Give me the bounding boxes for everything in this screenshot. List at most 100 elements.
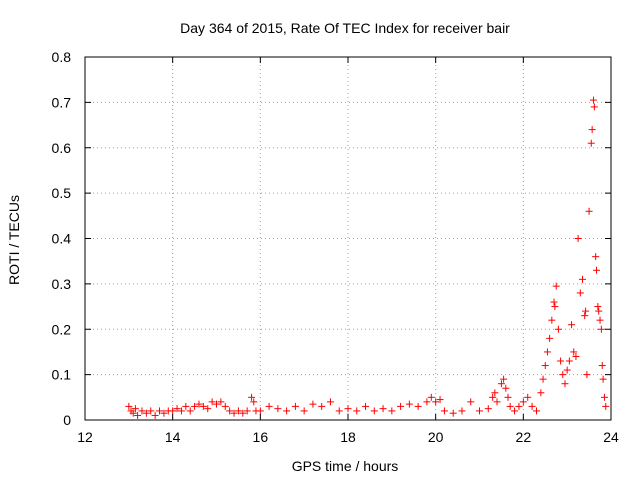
data-point xyxy=(561,380,569,388)
data-point xyxy=(565,357,573,365)
data-point xyxy=(528,402,536,410)
data-point xyxy=(592,253,600,261)
grid xyxy=(85,57,611,420)
data-point xyxy=(511,407,519,415)
chart-title: Day 364 of 2015, Rate Of TEC Index for r… xyxy=(180,20,510,36)
data-point xyxy=(256,407,264,415)
data-point xyxy=(467,398,475,406)
data-point xyxy=(594,303,602,311)
data-point xyxy=(169,407,177,415)
data-point xyxy=(326,398,334,406)
data-point xyxy=(160,409,168,417)
data-point xyxy=(568,321,576,329)
data-point xyxy=(582,307,590,315)
data-point xyxy=(440,407,448,415)
data-point xyxy=(129,409,137,417)
x-tick-label: 20 xyxy=(428,429,444,445)
x-tick-label: 14 xyxy=(165,429,181,445)
data-point xyxy=(173,405,181,413)
data-point xyxy=(405,400,413,408)
data-point xyxy=(436,396,444,404)
data-point xyxy=(497,380,505,388)
data-point xyxy=(199,402,207,410)
data-point xyxy=(579,275,587,283)
x-tick-label: 18 xyxy=(340,429,356,445)
data-point xyxy=(484,405,492,413)
x-tick-label: 12 xyxy=(77,429,93,445)
y-tick-label: 0.4 xyxy=(52,231,72,247)
data-point xyxy=(491,389,499,397)
data-point xyxy=(291,402,299,410)
y-tick-label: 0.2 xyxy=(52,321,72,337)
data-point xyxy=(524,393,532,401)
data-point xyxy=(142,409,150,417)
data-point xyxy=(559,371,567,379)
data-point xyxy=(213,400,220,408)
data-point xyxy=(318,402,326,410)
data-point xyxy=(191,402,199,410)
data-point xyxy=(502,384,510,392)
y-tick-label: 0.6 xyxy=(52,140,72,156)
data-point xyxy=(602,402,610,410)
data-point xyxy=(595,307,603,315)
data-point xyxy=(208,398,216,406)
data-point xyxy=(283,407,291,415)
data-point xyxy=(563,366,571,374)
data-point xyxy=(598,362,606,370)
data-point xyxy=(182,402,190,410)
data-point xyxy=(504,393,512,401)
data-point xyxy=(250,398,258,406)
data-point xyxy=(583,371,591,379)
data-point xyxy=(597,325,605,333)
y-tick-label: 0.8 xyxy=(52,49,72,65)
x-tick-label: 22 xyxy=(516,429,532,445)
data-point xyxy=(335,407,343,415)
data-point xyxy=(131,405,139,413)
data-point xyxy=(476,407,483,415)
data-point xyxy=(576,289,584,297)
data-point xyxy=(397,402,405,410)
data-point xyxy=(226,407,234,415)
data-point xyxy=(234,407,242,415)
y-tick-label: 0 xyxy=(63,412,71,428)
y-tick-label: 0.3 xyxy=(52,276,72,292)
data-point xyxy=(230,409,238,417)
data-point xyxy=(449,409,457,417)
y-tick-label: 0.5 xyxy=(52,185,72,201)
data-point xyxy=(427,393,435,401)
data-point xyxy=(147,407,155,415)
data-point xyxy=(134,411,142,419)
data-point xyxy=(539,375,547,383)
data-point xyxy=(156,407,164,415)
data-point xyxy=(362,402,370,410)
data-point xyxy=(554,325,562,333)
data-point xyxy=(248,393,256,401)
data-point xyxy=(243,407,251,415)
data-point xyxy=(537,389,545,397)
data-point xyxy=(458,407,466,415)
data-point xyxy=(519,398,527,406)
data-point xyxy=(379,405,387,413)
data-point xyxy=(125,402,133,410)
data-point xyxy=(506,402,514,410)
y-tick-label: 0.1 xyxy=(52,367,72,383)
data-point xyxy=(543,348,551,356)
data-point xyxy=(432,398,440,406)
data-point xyxy=(423,398,431,406)
data-point xyxy=(546,334,554,342)
data-point xyxy=(574,235,582,242)
data-point xyxy=(138,407,146,415)
data-point xyxy=(186,407,194,415)
data-point xyxy=(388,407,396,415)
data-point xyxy=(309,400,317,408)
data-point xyxy=(489,393,497,401)
data-point xyxy=(370,407,378,415)
data-point xyxy=(353,407,361,415)
data-point xyxy=(265,402,273,410)
data-point xyxy=(550,298,558,306)
data-point xyxy=(589,96,597,104)
x-axis-title: GPS time / hours xyxy=(292,458,399,474)
data-point xyxy=(500,375,508,383)
data-point xyxy=(493,398,501,406)
